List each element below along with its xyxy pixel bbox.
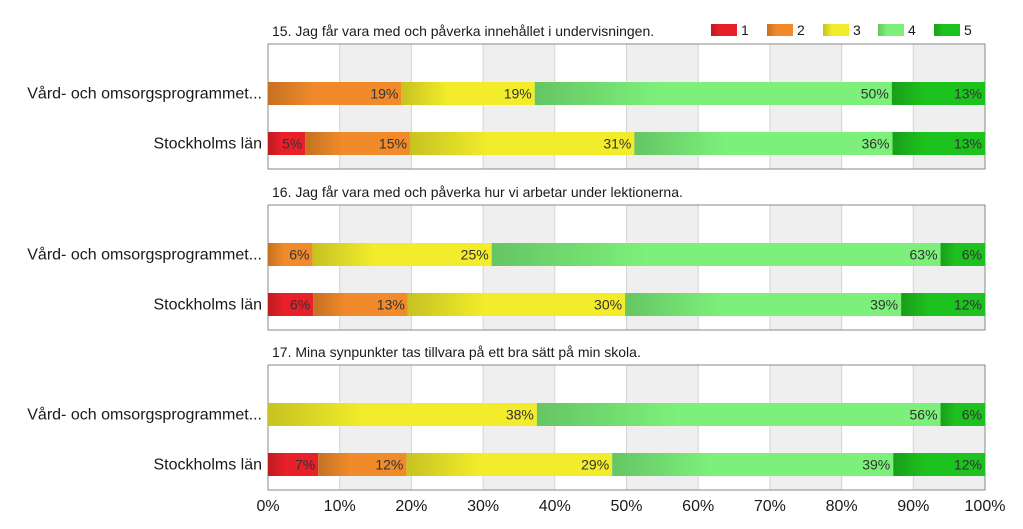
x-tick-label: 90% bbox=[897, 498, 929, 515]
data-label: 36% bbox=[861, 136, 889, 152]
data-label: 30% bbox=[594, 297, 622, 313]
x-tick-label: 10% bbox=[324, 498, 356, 515]
bar-segment-5 bbox=[940, 243, 985, 266]
row-label: Stockholms län bbox=[154, 297, 263, 314]
data-label: 6% bbox=[290, 297, 310, 313]
x-tick-label: 40% bbox=[539, 498, 571, 515]
data-label: 12% bbox=[954, 297, 982, 313]
bar-segment-2 bbox=[313, 293, 408, 316]
data-label: 13% bbox=[954, 86, 982, 102]
bar-segment-4 bbox=[625, 293, 902, 316]
legend-label: 4 bbox=[908, 22, 916, 38]
bar-segment-1 bbox=[268, 293, 314, 316]
row-label: Vård- och omsorgsprogrammet... bbox=[27, 246, 262, 264]
x-tick-label: 100% bbox=[965, 498, 1006, 515]
row-label: Stockholms län bbox=[154, 136, 263, 153]
bar-segment-5 bbox=[901, 293, 985, 316]
x-tick-label: 70% bbox=[754, 498, 786, 515]
legend-label: 2 bbox=[797, 22, 805, 38]
legend-label: 5 bbox=[964, 22, 972, 38]
data-label: 12% bbox=[375, 457, 403, 473]
bar-segment-3 bbox=[268, 403, 537, 426]
legend-swatch-1 bbox=[711, 24, 737, 36]
bar-segment-2 bbox=[318, 453, 407, 476]
bar-segment-3 bbox=[409, 132, 635, 155]
bar-segment-5 bbox=[893, 453, 985, 476]
data-label: 19% bbox=[504, 86, 532, 102]
legend-swatch-4 bbox=[878, 24, 904, 36]
data-label: 39% bbox=[862, 457, 890, 473]
x-tick-label: 60% bbox=[682, 498, 714, 515]
row-label: Stockholms län bbox=[154, 457, 263, 474]
panel-frame bbox=[267, 364, 986, 491]
bar-segment-4 bbox=[491, 243, 941, 266]
panel-title: 16. Jag får vara med och påverka hur vi … bbox=[272, 184, 683, 200]
data-label: 39% bbox=[870, 297, 898, 313]
bar-segment-3 bbox=[401, 82, 535, 105]
legend-swatch-2 bbox=[767, 24, 793, 36]
row-label: Vård- och omsorgsprogrammet... bbox=[27, 406, 262, 424]
data-label: 7% bbox=[295, 457, 315, 473]
bar-segment-4 bbox=[534, 82, 892, 105]
data-label: 63% bbox=[910, 247, 938, 263]
data-label: 6% bbox=[962, 247, 982, 263]
data-label: 29% bbox=[581, 457, 609, 473]
legend-swatch-5 bbox=[934, 24, 960, 36]
data-label: 56% bbox=[910, 407, 938, 423]
panel-frame bbox=[267, 43, 986, 170]
bar-segment-2 bbox=[268, 243, 313, 266]
panel-frame bbox=[267, 204, 986, 331]
bar-segment-4 bbox=[536, 403, 941, 426]
data-label: 6% bbox=[289, 247, 309, 263]
data-label: 12% bbox=[954, 457, 982, 473]
data-label: 50% bbox=[861, 86, 889, 102]
panel-title: 17. Mina synpunkter tas tillvara på ett … bbox=[272, 344, 641, 360]
x-tick-label: 20% bbox=[395, 498, 427, 515]
bar-segment-5 bbox=[892, 132, 985, 155]
data-label: 6% bbox=[962, 407, 982, 423]
legend-swatch-3 bbox=[823, 24, 849, 36]
x-tick-label: 80% bbox=[826, 498, 858, 515]
data-label: 31% bbox=[603, 136, 631, 152]
data-label: 38% bbox=[506, 407, 534, 423]
panel-title: 15. Jag får vara med och påverka innehål… bbox=[272, 23, 654, 39]
bar-segment-3 bbox=[407, 293, 626, 316]
data-label: 13% bbox=[377, 297, 405, 313]
data-label: 25% bbox=[461, 247, 489, 263]
bar-segment-5 bbox=[891, 82, 985, 105]
legend-label: 3 bbox=[853, 22, 861, 38]
row-label: Vård- och omsorgsprogrammet... bbox=[27, 85, 262, 103]
bar-segment-4 bbox=[612, 453, 894, 476]
bar-segment-1 bbox=[268, 132, 306, 155]
bar-segment-1 bbox=[268, 453, 319, 476]
bar-segment-5 bbox=[940, 403, 985, 426]
x-tick-label: 50% bbox=[610, 498, 642, 515]
data-label: 19% bbox=[370, 86, 398, 102]
data-label: 15% bbox=[379, 136, 407, 152]
bar-segment-3 bbox=[312, 243, 492, 266]
bar-segment-4 bbox=[634, 132, 893, 155]
bar-segment-2 bbox=[305, 132, 410, 155]
bar-segment-3 bbox=[406, 453, 613, 476]
x-tick-label: 30% bbox=[467, 498, 499, 515]
data-label: 5% bbox=[282, 136, 302, 152]
bar-segment-2 bbox=[268, 82, 402, 105]
x-tick-label: 0% bbox=[256, 498, 279, 515]
data-label: 13% bbox=[954, 136, 982, 152]
legend-label: 1 bbox=[741, 22, 749, 38]
